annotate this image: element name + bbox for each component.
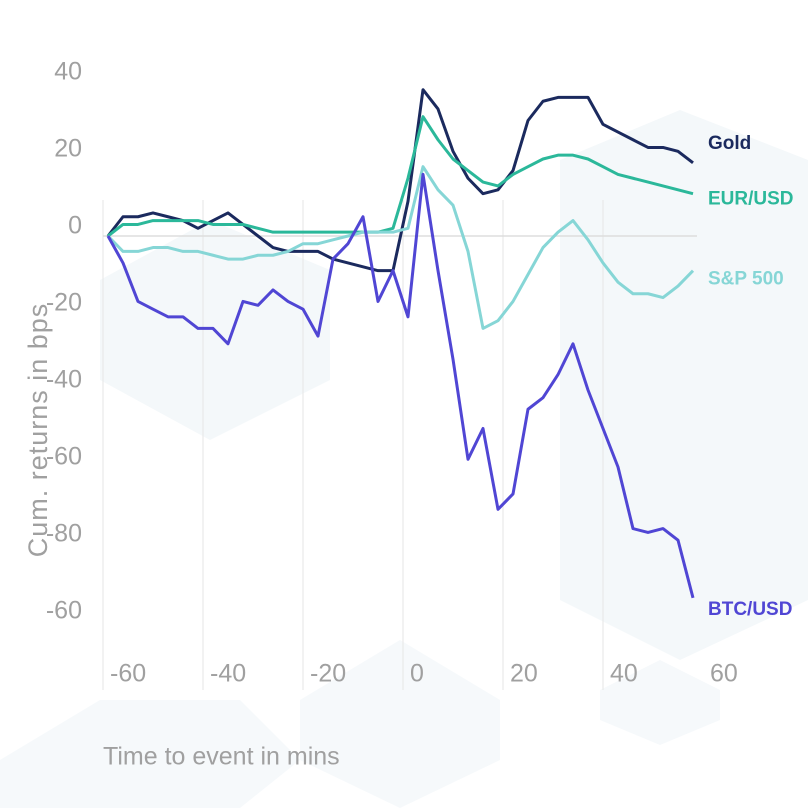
x-tick-label: 20 <box>510 660 538 688</box>
series-line <box>106 165 695 330</box>
y-tick-label: -40 <box>46 366 82 394</box>
x-tick-label: 40 <box>610 660 638 688</box>
series-label: Gold <box>708 133 751 154</box>
x-tick-label: -20 <box>310 660 346 688</box>
background-shapes <box>0 110 808 808</box>
series-label: BTC/USD <box>708 599 792 620</box>
y-tick-label: 40 <box>54 58 82 86</box>
series-label: EUR/USD <box>708 189 794 210</box>
y-tick-label: -60 <box>46 443 82 471</box>
series-line <box>107 115 694 238</box>
y-tick-label: -20 <box>46 289 82 317</box>
y-tick-label: 20 <box>54 135 82 163</box>
x-tick-label: 0 <box>410 660 424 688</box>
series-line <box>106 88 694 273</box>
x-axis-title: Time to event in mins <box>103 743 340 771</box>
series-label: S&P 500 <box>708 269 784 290</box>
y-tick-label: -60 <box>46 597 82 625</box>
x-tick-label: 60 <box>710 660 738 688</box>
series-line <box>106 172 695 599</box>
y-tick-label: 0 <box>68 212 82 240</box>
x-tick-label: -60 <box>110 660 146 688</box>
y-axis-title: Cum. returns in bps <box>23 303 53 558</box>
y-tick-label: -80 <box>46 520 82 548</box>
x-tick-label: -40 <box>210 660 246 688</box>
